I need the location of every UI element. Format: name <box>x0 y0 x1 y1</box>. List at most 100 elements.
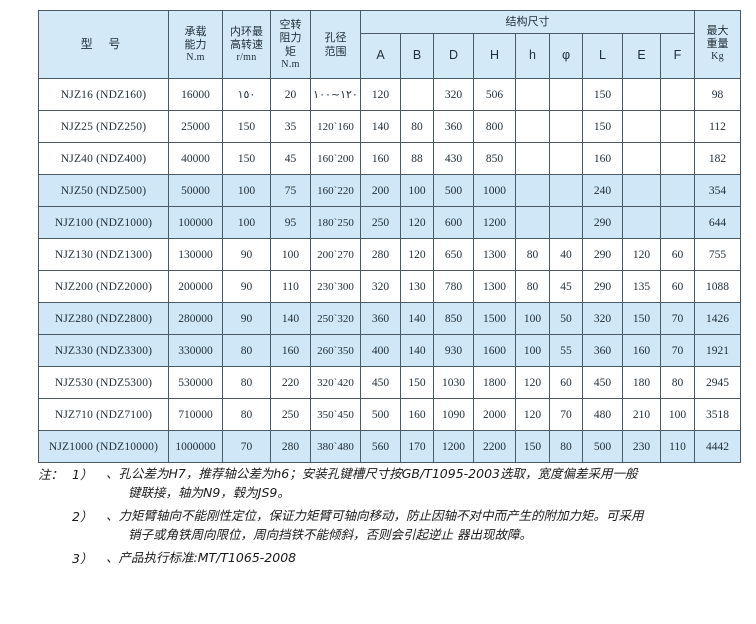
cell-capacity: 1000000 <box>168 430 223 463</box>
cell-weight: 2945 <box>694 366 741 399</box>
model-alt-code: (NDZ250) <box>96 120 147 133</box>
cell-a: 560 <box>360 430 401 463</box>
note-item: 3） 、产品执行标准:MT/T1065-2008 <box>38 548 728 567</box>
cell-e: 135 <box>622 270 661 303</box>
table-body: NJZ16 (NDZ160) 16000 ١٥٠ 20 ١٢٠~١٠٠ 120 320 506 1… <box>38 78 741 463</box>
cell-e: 150 <box>622 302 661 335</box>
table-row: NJZ16 (NDZ160) 16000 ١٥٠ 20 ١٢٠~١٠٠ 120 320 506 1… <box>38 78 741 111</box>
model-alt-code: (NDZ2800) <box>96 312 153 325</box>
cell-f: 100 <box>660 398 695 431</box>
cell-speed: 70 <box>222 430 271 463</box>
model-alt-code: (NDZ400) <box>96 152 147 165</box>
cell-a: 120 <box>360 78 401 111</box>
note-text: 、力矩臂轴向不能刚性定位，保证力矩臂可轴向移动，防止因轴不对中而产生的附加力矩。… <box>106 506 728 545</box>
cell-speed: 150 <box>222 142 271 175</box>
model-code: NJZ200 <box>54 280 94 293</box>
cell-speed: 90 <box>222 302 271 335</box>
model-code: NJZ1000 <box>48 440 94 453</box>
cell-h-upper: 800 <box>473 110 516 143</box>
cell-l: 450 <box>582 366 623 399</box>
cell-model: NJZ100 (NDZ1000) <box>38 206 169 239</box>
model-alt-code: (NDZ5300) <box>96 376 153 389</box>
cell-b: 88 <box>400 142 434 175</box>
model-alt-code: (NDZ160) <box>96 88 147 101</box>
cell-model: NJZ330 (NDZ3300) <box>38 334 169 367</box>
table-row: NJZ100 (NDZ1000) 100000 100 95 180`250 250 120 6… <box>38 206 741 239</box>
table-row: NJZ200 (NDZ2000) 200000 90 110 230`300 320 130 7… <box>38 270 741 303</box>
cell-model: NJZ16 (NDZ160) <box>38 78 169 111</box>
cell-capacity: 25000 <box>168 110 223 143</box>
cell-torque: 160 <box>270 334 311 367</box>
cell-f: 80 <box>660 366 695 399</box>
cell-weight: 1088 <box>694 270 741 303</box>
cell-e: 180 <box>622 366 661 399</box>
header-inner-ring-max-speed: 内环最 高转速 r/mn <box>222 10 271 79</box>
cell-b: 120 <box>400 206 434 239</box>
model-code: NJZ40 <box>60 152 94 165</box>
cell-weight: 112 <box>694 110 741 143</box>
cell-bore: 160`220 <box>310 174 361 207</box>
cell-h-lower <box>515 110 550 143</box>
header-load-capacity: 承载 能力 N.m <box>168 10 223 79</box>
cell-model: NJZ710 (NDZ7100) <box>38 398 169 431</box>
header-torque-line3: 矩 <box>285 45 296 59</box>
cell-a: 160 <box>360 142 401 175</box>
cell-speed: 100 <box>222 206 271 239</box>
specification-table-container: 型 号 承载 能力 N.m 内环最 高转速 r/mn 空转 阻力 矩 <box>38 10 741 463</box>
cell-weight: 644 <box>694 206 741 239</box>
cell-phi: 60 <box>549 366 583 399</box>
header-weight-line2: 重量 <box>706 37 729 51</box>
cell-d: 500 <box>433 174 474 207</box>
cell-h-lower <box>515 206 550 239</box>
cell-f: 60 <box>660 270 695 303</box>
cell-b: 140 <box>400 334 434 367</box>
model-alt-code: (NDZ500) <box>96 184 147 197</box>
cell-h-upper: 1500 <box>473 302 516 335</box>
cell-d: 780 <box>433 270 474 303</box>
cell-bore: 260`350 <box>310 334 361 367</box>
cell-h-upper: 1800 <box>473 366 516 399</box>
cell-b <box>400 78 434 111</box>
cell-phi <box>549 206 583 239</box>
cell-l: 360 <box>582 334 623 367</box>
note-item: 2） 、力矩臂轴向不能刚性定位，保证力矩臂可轴向移动，防止因轴不对中而产生的附加力… <box>38 506 728 545</box>
note-text-continuation: 销子或角铁周向限位，周向挡铁不能倾斜，否则会引起逆止 器出现故障。 <box>128 527 532 543</box>
cell-capacity: 40000 <box>168 142 223 175</box>
header-dim-h-lower: h <box>515 33 550 79</box>
cell-h-upper: 506 <box>473 78 516 111</box>
cell-model: NJZ530 (NDZ5300) <box>38 366 169 399</box>
cell-h-upper: 1600 <box>473 334 516 367</box>
cell-a: 320 <box>360 270 401 303</box>
table-row: NJZ280 (NDZ2800) 280000 90 140 250`320 360 140 8… <box>38 302 741 335</box>
table-row: NJZ330 (NDZ3300) 330000 80 160 260`350 400 140 9… <box>38 334 741 367</box>
cell-e: 120 <box>622 238 661 271</box>
header-bore-range: 孔径 范围 <box>310 10 361 79</box>
table-row: NJZ530 (NDZ5300) 530000 80 220 320`420 450 150 1… <box>38 366 741 399</box>
cell-phi <box>549 78 583 111</box>
cell-weight: 182 <box>694 142 741 175</box>
table-row: NJZ50 (NDZ500) 50000 100 75 160`220 200 100 500 1… <box>38 174 741 207</box>
note-number: 2） <box>72 508 93 524</box>
header-dim-h-upper: H <box>473 33 516 79</box>
cell-bore: 320`420 <box>310 366 361 399</box>
header-dim-d: D <box>433 33 474 79</box>
cell-f <box>660 110 695 143</box>
cell-bore: 200`270 <box>310 238 361 271</box>
cell-torque: 75 <box>270 174 311 207</box>
header-torque-line2: 阻力 <box>279 31 302 45</box>
cell-torque: 100 <box>270 238 311 271</box>
cell-a: 500 <box>360 398 401 431</box>
cell-phi: 45 <box>549 270 583 303</box>
cell-capacity: 50000 <box>168 174 223 207</box>
header-bore-line2: 范围 <box>324 44 347 58</box>
cell-f <box>660 142 695 175</box>
cell-speed: 80 <box>222 398 271 431</box>
note-text-continuation: 键联接，轴为N9，毂为JS9。 <box>128 485 290 501</box>
cell-d: 650 <box>433 238 474 271</box>
cell-h-lower <box>515 78 550 111</box>
cell-phi <box>549 142 583 175</box>
model-alt-code: (NDZ10000) <box>96 440 159 453</box>
cell-torque: 140 <box>270 302 311 335</box>
cell-weight: 3518 <box>694 398 741 431</box>
header-weight-unit: Kg <box>711 51 724 63</box>
